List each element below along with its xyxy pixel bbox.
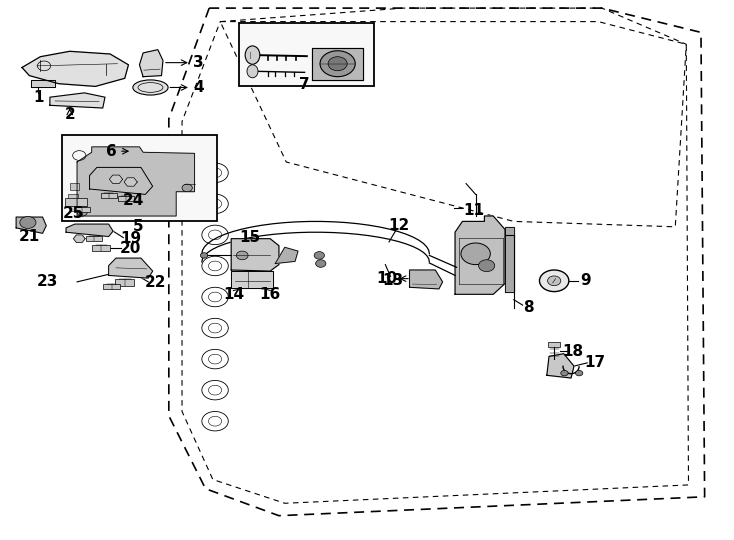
Text: 24: 24 xyxy=(123,193,145,208)
Text: 2: 2 xyxy=(65,107,75,122)
Bar xyxy=(92,246,110,251)
Ellipse shape xyxy=(247,65,258,78)
Text: 7: 7 xyxy=(299,77,310,92)
Polygon shape xyxy=(231,271,273,288)
Bar xyxy=(62,135,217,221)
Bar xyxy=(548,342,560,347)
Circle shape xyxy=(561,370,568,376)
Polygon shape xyxy=(50,93,105,108)
Bar xyxy=(74,207,90,212)
Bar xyxy=(103,284,120,289)
Circle shape xyxy=(328,57,347,71)
Circle shape xyxy=(320,51,355,77)
Bar xyxy=(239,23,374,86)
Text: 21: 21 xyxy=(19,229,40,244)
Polygon shape xyxy=(66,224,113,237)
Text: 1: 1 xyxy=(33,90,43,105)
Polygon shape xyxy=(312,48,363,80)
Polygon shape xyxy=(139,50,163,77)
Polygon shape xyxy=(22,51,128,86)
Text: 22: 22 xyxy=(145,275,167,291)
Circle shape xyxy=(539,270,569,292)
Bar xyxy=(115,279,134,286)
Polygon shape xyxy=(231,239,279,271)
Circle shape xyxy=(548,276,561,286)
Text: 15: 15 xyxy=(239,230,260,245)
Text: 23: 23 xyxy=(37,274,59,289)
Bar xyxy=(86,236,102,241)
Circle shape xyxy=(314,252,324,259)
Circle shape xyxy=(236,251,248,260)
Text: 19: 19 xyxy=(120,231,141,246)
Circle shape xyxy=(20,217,36,228)
Text: 11: 11 xyxy=(463,203,484,218)
Text: 3: 3 xyxy=(193,55,203,70)
Polygon shape xyxy=(77,147,195,216)
Bar xyxy=(101,193,117,198)
Circle shape xyxy=(182,184,192,192)
Bar xyxy=(70,183,79,190)
Polygon shape xyxy=(16,217,46,233)
Text: 8: 8 xyxy=(523,300,534,315)
Text: 6: 6 xyxy=(106,144,117,159)
Polygon shape xyxy=(90,167,153,194)
Ellipse shape xyxy=(133,80,168,95)
Text: 25: 25 xyxy=(62,206,84,221)
Polygon shape xyxy=(109,258,153,278)
Bar xyxy=(70,205,79,211)
Polygon shape xyxy=(73,235,85,242)
Text: 14: 14 xyxy=(223,287,244,302)
Text: 5: 5 xyxy=(133,219,143,234)
Text: 16: 16 xyxy=(260,287,280,302)
Polygon shape xyxy=(547,354,574,378)
Polygon shape xyxy=(275,247,298,264)
Text: 9: 9 xyxy=(581,273,591,288)
Circle shape xyxy=(77,208,87,216)
Polygon shape xyxy=(410,270,443,289)
Circle shape xyxy=(575,370,583,376)
Bar xyxy=(65,198,87,206)
Circle shape xyxy=(461,243,490,265)
Polygon shape xyxy=(109,175,123,184)
Text: 20: 20 xyxy=(120,241,142,256)
Text: 17: 17 xyxy=(584,355,605,370)
Text: 18: 18 xyxy=(562,343,583,359)
Bar xyxy=(68,194,78,200)
Polygon shape xyxy=(455,216,505,294)
Polygon shape xyxy=(505,227,514,292)
Text: 13: 13 xyxy=(382,273,403,288)
Bar xyxy=(118,195,134,201)
Polygon shape xyxy=(124,178,137,186)
Circle shape xyxy=(316,260,326,267)
Ellipse shape xyxy=(245,46,260,64)
Polygon shape xyxy=(31,80,55,87)
Circle shape xyxy=(200,253,208,258)
Text: 10: 10 xyxy=(377,271,397,286)
Text: 4: 4 xyxy=(193,80,203,95)
Text: 12: 12 xyxy=(388,218,409,233)
Circle shape xyxy=(479,260,495,272)
